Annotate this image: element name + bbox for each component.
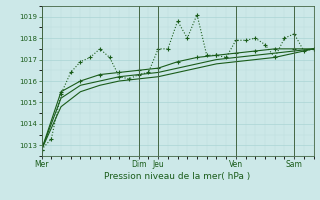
X-axis label: Pression niveau de la mer( hPa ): Pression niveau de la mer( hPa ) <box>104 172 251 181</box>
